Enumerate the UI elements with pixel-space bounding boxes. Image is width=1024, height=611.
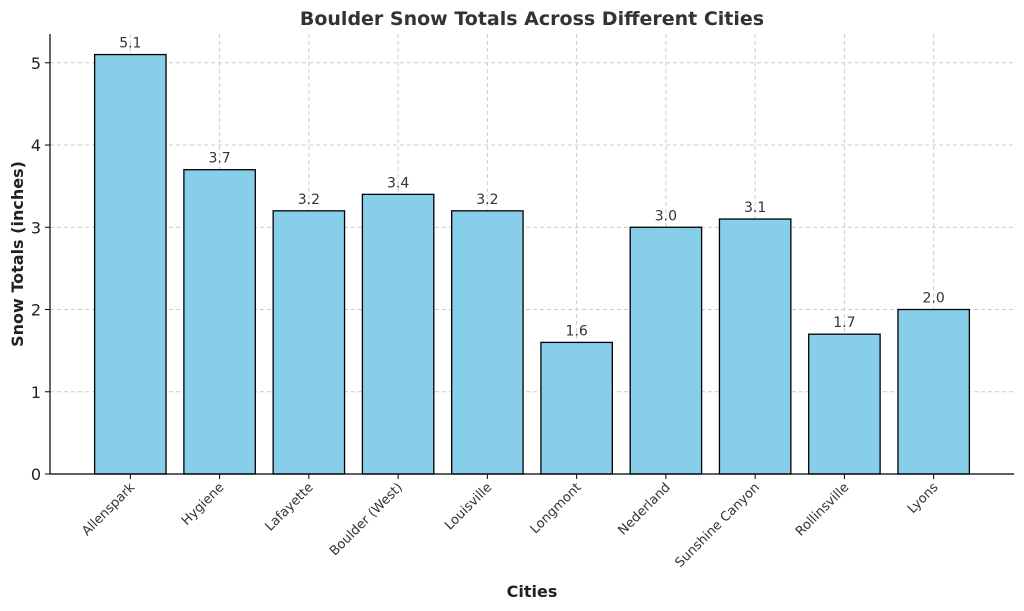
- data-labels: 5.1 3.7 3.2 3.4 3.2 1.6 3.0 3.1 1.7 2.0: [119, 36, 945, 340]
- data-label: 3.2: [298, 192, 320, 208]
- x-tick-label: Lyons: [905, 480, 942, 517]
- y-tick-label: 1: [31, 383, 41, 402]
- x-tick-label: Nederland: [615, 480, 673, 538]
- bar: [183, 169, 256, 475]
- y-tick-label: 4: [31, 136, 41, 155]
- bar: [93, 53, 167, 475]
- data-label: 1.6: [565, 323, 587, 339]
- bar: [540, 341, 613, 475]
- bar: [718, 218, 792, 475]
- bar: [272, 210, 346, 475]
- y-axis-label: Snow Totals (inches): [8, 161, 27, 347]
- data-label: 3.7: [208, 151, 230, 167]
- x-tick-label: Sunshine Canyon: [673, 480, 763, 570]
- y-tick-label: 2: [31, 301, 41, 320]
- data-label: 3.0: [655, 208, 677, 224]
- x-tick-label: Longmont: [528, 480, 585, 537]
- y-tick-label: 5: [31, 54, 41, 73]
- data-label: 3.4: [387, 175, 409, 191]
- data-label: 3.1: [744, 200, 766, 216]
- x-tick-label: Boulder (West): [327, 480, 406, 559]
- x-tick-label: Hygiene: [179, 480, 227, 528]
- x-tick-label: Allenspark: [79, 480, 138, 539]
- bar: [897, 308, 971, 475]
- bar: [361, 193, 435, 475]
- y-tick-label: 3: [31, 218, 41, 237]
- data-label: 5.1: [119, 36, 141, 52]
- y-tick-label: 0: [31, 465, 41, 484]
- x-tick-label: Lafayette: [262, 480, 316, 534]
- x-tick-label: Rollinsville: [793, 480, 852, 539]
- data-label: 1.7: [833, 315, 855, 331]
- data-label: 2.0: [923, 291, 945, 307]
- bar: [451, 210, 524, 475]
- bars: [93, 53, 971, 475]
- bar: [629, 226, 703, 475]
- bar: [808, 333, 881, 475]
- chart-title: Boulder Snow Totals Across Different Cit…: [300, 8, 764, 30]
- x-tick-label: Louisville: [442, 480, 495, 533]
- x-axis-label: Cities: [507, 582, 558, 601]
- data-label: 3.2: [476, 192, 498, 208]
